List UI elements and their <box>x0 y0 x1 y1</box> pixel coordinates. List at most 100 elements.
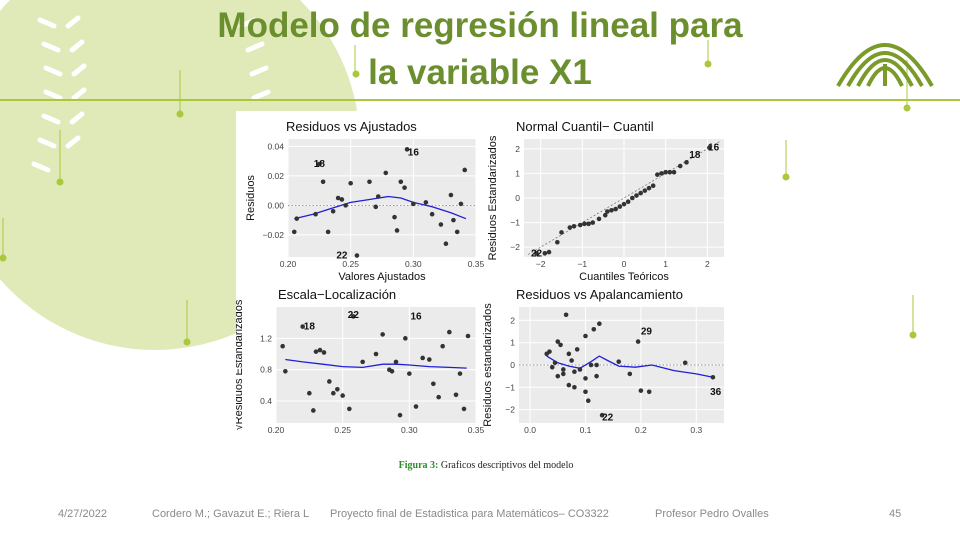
diagnostic-plots: 0.20 0.25 0.30 0.35−0.020.000.020.04181622R… <box>233 119 724 449</box>
point-label: 16 <box>708 143 720 154</box>
data-point <box>280 343 285 349</box>
y-tick-label: 0.8 <box>260 365 272 375</box>
data-point <box>577 222 583 228</box>
data-point <box>343 203 348 208</box>
data-point <box>339 197 345 202</box>
data-point <box>555 339 561 344</box>
data-point <box>583 333 588 339</box>
data-point <box>331 390 336 396</box>
data-point <box>340 393 345 398</box>
x-tick-label: 0.25 <box>334 425 351 434</box>
data-point <box>655 172 660 177</box>
x-tick-label: 0.0 <box>524 425 536 434</box>
y-tick-label: 1 <box>510 338 515 348</box>
data-point <box>392 214 397 220</box>
y-axis-label: Residuos <box>245 175 257 221</box>
qq-reference-line <box>527 141 721 255</box>
x-tick-label: 0.35 <box>468 425 485 434</box>
data-point <box>429 211 435 217</box>
data-point <box>667 169 673 175</box>
data-point <box>397 412 403 418</box>
data-point <box>634 193 639 198</box>
data-point <box>347 406 352 412</box>
x-tick-label: 0.2 <box>635 425 647 434</box>
data-point <box>311 408 316 413</box>
data-point <box>402 185 407 190</box>
y-tick-label: −1 <box>510 218 520 228</box>
data-point <box>451 217 456 223</box>
data-point <box>404 147 410 152</box>
x-tick-label: 0.1 <box>580 425 592 434</box>
data-point <box>588 362 594 368</box>
data-point <box>552 360 558 366</box>
y-axis-label: Residuos Estandarizados <box>487 135 499 260</box>
data-point <box>659 171 664 176</box>
data-point <box>398 179 404 185</box>
data-point <box>461 406 467 412</box>
data-point <box>454 229 460 235</box>
decorative-dots <box>0 60 917 346</box>
title-divider <box>0 99 960 101</box>
panel-title: Escala−Localización <box>278 287 396 302</box>
x-tick-label: 1 <box>663 259 668 269</box>
data-point <box>447 329 452 335</box>
data-point <box>440 343 445 349</box>
data-point <box>635 339 641 344</box>
data-point <box>677 163 683 169</box>
data-point <box>448 192 454 198</box>
data-point <box>642 188 648 193</box>
footer-date: 4/27/2022 <box>58 508 107 520</box>
data-point <box>380 332 385 337</box>
data-point <box>325 229 331 235</box>
data-point <box>294 216 300 221</box>
data-point <box>597 321 602 327</box>
data-point <box>443 241 449 247</box>
data-point <box>458 201 464 207</box>
footer-authors: Cordero M.; Gavazut E.; Riera L <box>152 508 310 520</box>
y-tick-label: 0.04 <box>267 141 284 151</box>
y-tick-label: 1 <box>515 168 520 178</box>
x-tick-label: −1 <box>577 259 587 269</box>
data-point <box>307 390 312 396</box>
data-point <box>605 209 610 214</box>
data-point <box>534 251 539 256</box>
data-point <box>682 360 688 366</box>
caption-label: Figura 3: <box>398 460 439 471</box>
data-point <box>558 342 563 348</box>
data-point <box>599 412 605 418</box>
x-tick-label: 0.35 <box>468 259 485 269</box>
data-point <box>547 349 552 354</box>
data-point <box>583 389 588 395</box>
data-point <box>561 367 566 372</box>
chart-panel-3: 0.20 0.25 0.30 0.35 0.4 0.8 1.2 22 16 18 Escala−Lo… <box>233 287 485 449</box>
data-point <box>613 206 618 212</box>
data-point <box>650 183 656 189</box>
point-label: 36 <box>710 387 722 398</box>
panel-title: Residuos vs Apalancamiento <box>516 287 683 302</box>
data-point <box>646 389 652 395</box>
data-point <box>630 195 635 201</box>
y-axis-label: Residuos estandarizados <box>482 303 494 427</box>
point-label: 22 <box>602 412 614 423</box>
data-point <box>457 371 463 376</box>
x-tick-label: 0.20 <box>280 259 297 269</box>
y-tick-label: 0.00 <box>267 200 284 210</box>
data-point <box>707 145 712 150</box>
x-tick-label: 2 <box>705 259 710 269</box>
data-point <box>586 221 591 227</box>
x-tick-label: −2 <box>536 259 546 269</box>
data-point <box>407 371 412 376</box>
point-label: 18 <box>304 322 316 333</box>
y-tick-label: 1.2 <box>260 333 272 343</box>
data-point <box>420 355 425 361</box>
slide-title: Modelo de regresión lineal para la varia… <box>190 2 770 96</box>
data-point <box>383 170 389 176</box>
data-point <box>313 211 318 217</box>
data-point <box>684 160 689 165</box>
data-point <box>321 350 327 355</box>
y-tick-label: 0 <box>510 360 515 370</box>
data-point <box>594 362 599 368</box>
data-point <box>582 221 587 227</box>
data-point <box>572 369 577 374</box>
data-point <box>462 167 468 173</box>
